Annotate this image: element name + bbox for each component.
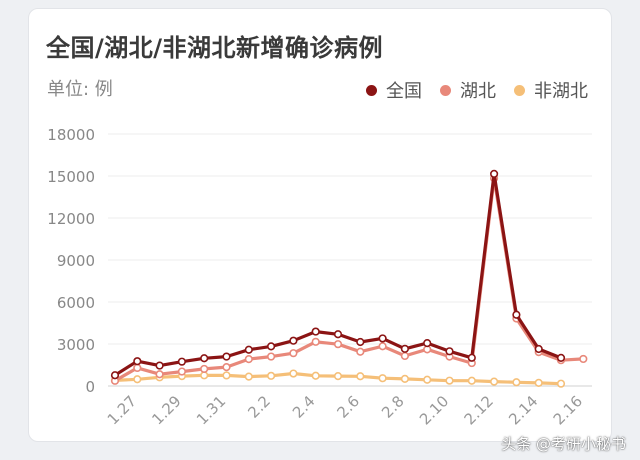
data-point — [244, 345, 253, 354]
x-tick-label: 2.8 — [378, 392, 408, 422]
y-tick-label: 0 — [85, 378, 95, 396]
data-point — [267, 352, 276, 361]
legend: 全国 湖北 非湖北 — [348, 77, 588, 103]
legend-marker — [440, 84, 451, 96]
x-tick-label: 1.27 — [104, 392, 140, 428]
legend-label: 全国 — [386, 81, 422, 102]
x-tick-label: 2.14 — [505, 392, 541, 428]
x-tick-label: 1.29 — [148, 392, 184, 428]
x-tick-label: 2.10 — [416, 392, 452, 428]
data-point — [512, 378, 521, 387]
chart-title: 全国/湖北/非湖北新增确诊病例 — [46, 34, 384, 62]
data-point — [289, 349, 298, 358]
y-tick-label: 18000 — [47, 126, 95, 144]
data-point — [467, 353, 476, 362]
legend-item: 非湖北 — [514, 77, 588, 103]
data-point — [155, 361, 164, 370]
watermark: 头条 @考研小秘书 — [501, 435, 626, 453]
data-point — [133, 357, 142, 366]
data-point — [445, 376, 454, 385]
data-point — [289, 336, 298, 345]
data-point — [133, 363, 142, 373]
data-point — [200, 354, 209, 363]
y-tick-label: 6000 — [57, 294, 95, 312]
data-point — [289, 369, 298, 378]
y-tick-label: 3000 — [57, 336, 95, 354]
x-tick-label: 2.6 — [334, 392, 364, 422]
data-point — [222, 352, 231, 361]
data-point — [378, 334, 387, 343]
data-point — [356, 337, 365, 347]
data-point — [110, 371, 120, 380]
data-point — [556, 353, 566, 362]
data-point — [534, 378, 543, 388]
x-tick-label: 2.12 — [461, 392, 497, 428]
x-tick-label: 2.4 — [289, 392, 319, 422]
data-point — [333, 372, 343, 381]
x-tick-label: 1.31 — [193, 392, 229, 428]
legend-label: 湖北 — [460, 81, 496, 102]
data-point — [311, 337, 320, 346]
y-tick-label: 9000 — [57, 252, 95, 270]
data-point — [400, 374, 410, 383]
data-point — [445, 347, 454, 356]
data-point — [311, 327, 320, 336]
legend-item: 全国 — [366, 77, 422, 103]
x-tick-label: 2.2 — [244, 392, 274, 422]
x-tick-label: 2.16 — [550, 392, 586, 428]
data-point — [333, 330, 343, 339]
data-point — [200, 371, 209, 380]
unit-label: 单位: 例 — [47, 79, 113, 100]
data-point — [356, 347, 365, 356]
series-line-1 — [113, 176, 585, 383]
data-point — [579, 354, 588, 364]
data-point — [400, 344, 410, 353]
y-tick-label: 12000 — [47, 210, 95, 228]
data-point — [222, 371, 231, 380]
legend-marker — [514, 84, 525, 96]
data-point — [311, 371, 320, 380]
data-point — [177, 367, 186, 376]
data-point — [378, 374, 387, 383]
data-point — [155, 370, 164, 379]
data-point — [244, 372, 253, 381]
data-point — [423, 375, 432, 384]
data-point — [133, 375, 142, 384]
legend-item: 湖北 — [440, 77, 496, 103]
y-tick-label: 15000 — [47, 168, 95, 186]
data-point — [467, 376, 476, 385]
data-point — [177, 357, 186, 366]
data-point — [534, 344, 543, 354]
data-point — [267, 371, 276, 380]
data-point — [423, 339, 432, 348]
data-point — [556, 379, 566, 388]
data-point — [378, 342, 387, 351]
data-point — [490, 377, 499, 386]
data-point — [244, 355, 253, 364]
data-point — [356, 372, 365, 381]
data-point — [267, 342, 276, 351]
data-point — [333, 340, 343, 349]
legend-marker — [366, 84, 377, 96]
data-point — [400, 351, 410, 361]
data-point — [200, 364, 209, 374]
data-point — [222, 363, 231, 372]
data-point — [512, 310, 521, 319]
legend-label: 非湖北 — [534, 81, 588, 102]
data-point — [490, 169, 499, 178]
